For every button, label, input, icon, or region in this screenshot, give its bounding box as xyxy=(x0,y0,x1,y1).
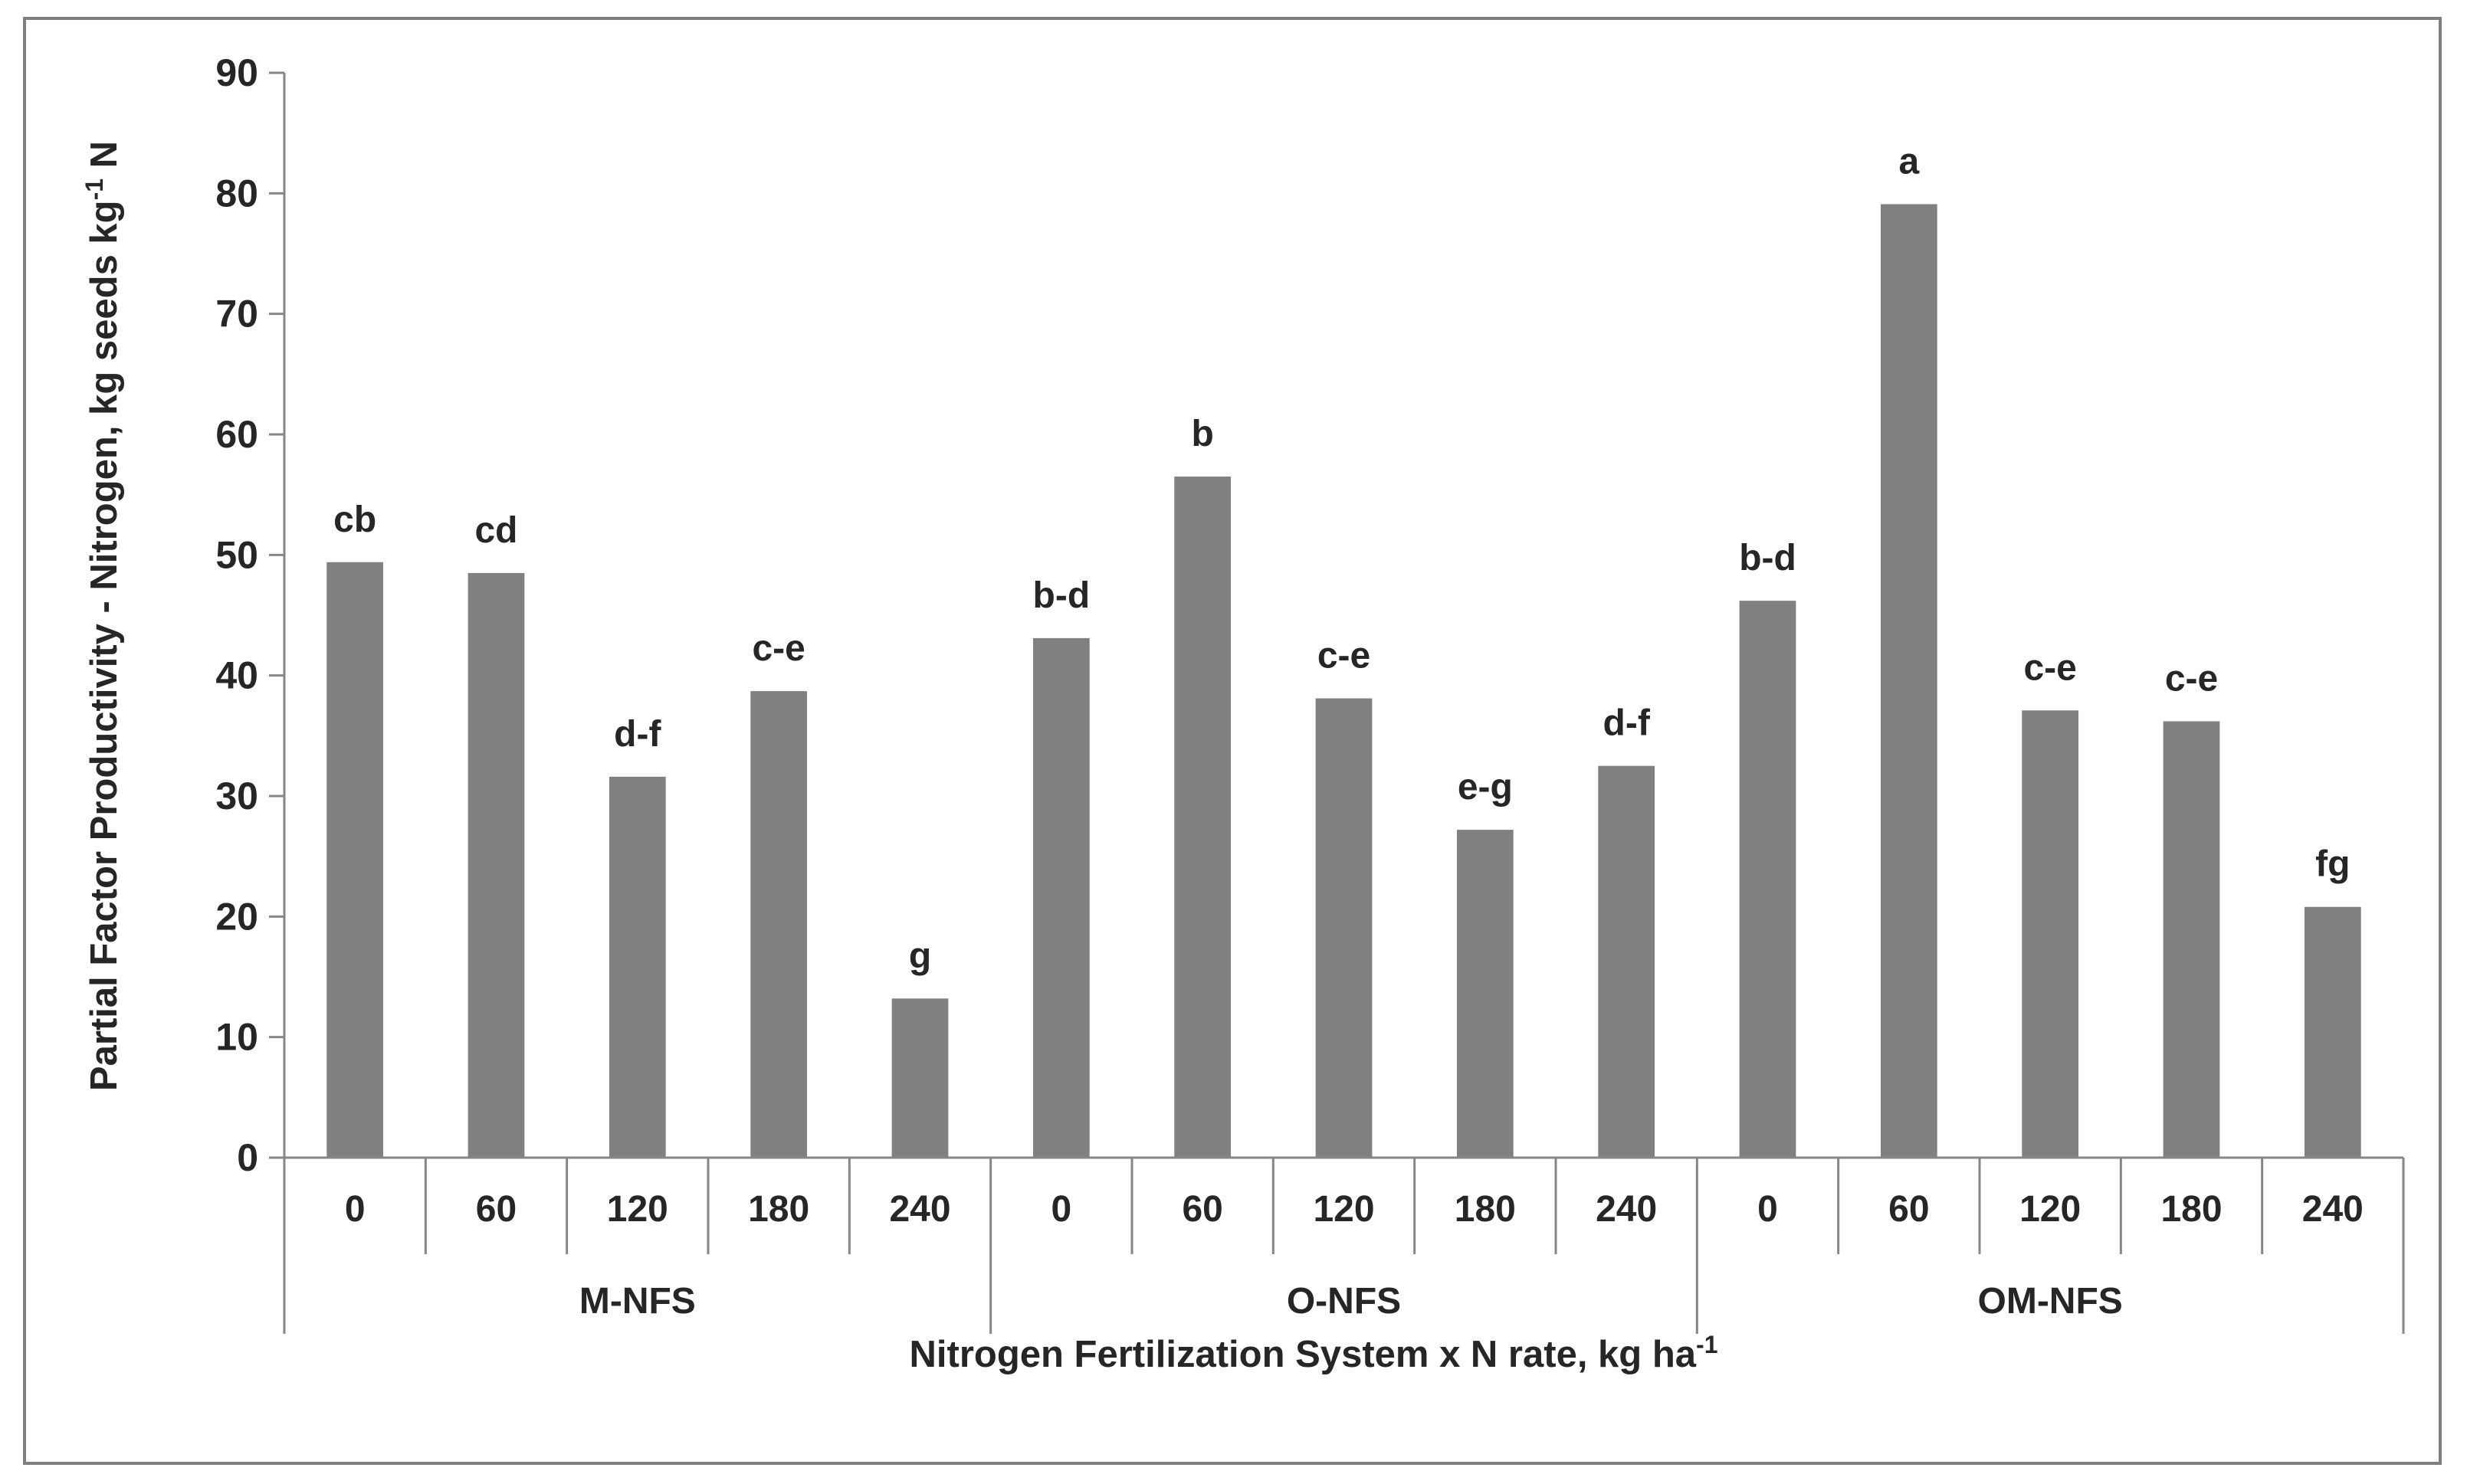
bar-significance-label: d-f xyxy=(1603,703,1651,744)
bar-significance-label: c-e xyxy=(2023,647,2076,688)
bar-chart: 0 10 20 30 40 50 60 70 80 90 cb cd d-f c-e g b-d b c-e e-… xyxy=(80,51,2405,1375)
x-axis: 0 60 120 180 240 0 60 120 180 240 0 60 120 180 240 M-NF… xyxy=(283,1156,2405,1334)
bar xyxy=(1880,204,1937,1158)
y-tick-label: 10 xyxy=(215,1016,258,1059)
bar xyxy=(2163,721,2220,1158)
bar-significance-label: cd xyxy=(474,510,517,551)
bar xyxy=(1315,698,1373,1158)
x-category-label: 120 xyxy=(2019,1189,2081,1230)
bar-significance-label: b xyxy=(1192,414,1214,454)
x-category-label: 0 xyxy=(1757,1189,1778,1230)
bar xyxy=(1739,601,1796,1158)
bar-significance-label: c-e xyxy=(2165,658,2218,699)
group-label: M-NFS xyxy=(579,1281,696,1322)
y-tick-label: 40 xyxy=(215,654,258,697)
bar-significance-label: d-f xyxy=(614,714,661,755)
bar xyxy=(2304,906,2361,1158)
bar xyxy=(609,776,666,1158)
x-category-label: 0 xyxy=(345,1189,366,1230)
x-category-label: 240 xyxy=(1596,1189,1657,1230)
bar xyxy=(2022,710,2079,1158)
bar-significance-label: c-e xyxy=(752,628,805,669)
group-label: O-NFS xyxy=(1287,1281,1401,1322)
y-tick-label: 50 xyxy=(215,533,258,576)
x-category-label: 180 xyxy=(1455,1189,1516,1230)
x-category-label: 240 xyxy=(2302,1189,2364,1230)
x-category-label: 180 xyxy=(748,1189,809,1230)
x-category-label: 60 xyxy=(1888,1189,1929,1230)
chart-frame: 0 10 20 30 40 50 60 70 80 90 cb cd d-f c-e g b-d b c-e e-… xyxy=(23,17,2442,1465)
bar-significance-label: c-e xyxy=(1317,636,1370,676)
bar xyxy=(326,562,384,1158)
x-category-label: 180 xyxy=(2160,1189,2222,1230)
bar xyxy=(467,572,525,1158)
y-tick-label: 0 xyxy=(237,1136,258,1179)
x-category-label: 0 xyxy=(1051,1189,1071,1230)
bar xyxy=(750,691,808,1158)
bars: cb cd d-f c-e g b-d b c-e e-g d-f b-d a c-e c-e fg xyxy=(326,141,2361,1158)
y-tick-label: 80 xyxy=(215,172,258,215)
y-tick-label: 60 xyxy=(215,413,258,456)
y-axis: 0 10 20 30 40 50 60 70 80 90 xyxy=(215,51,286,1179)
x-category-label: 240 xyxy=(889,1189,950,1230)
bar-significance-label: b-d xyxy=(1739,538,1796,578)
bar-significance-label: e-g xyxy=(1458,767,1513,808)
bar-significance-label: fg xyxy=(2315,844,2350,885)
x-category-label: 60 xyxy=(1182,1189,1222,1230)
bar xyxy=(1174,477,1232,1158)
x-category-label: 60 xyxy=(476,1189,517,1230)
x-category-label: 120 xyxy=(607,1189,668,1230)
bar xyxy=(1456,830,1514,1158)
y-tick-label: 90 xyxy=(215,51,258,94)
y-tick-label: 70 xyxy=(215,293,258,336)
y-axis-title: Partial Factor Productivity - Nitrogen, … xyxy=(80,141,125,1091)
bar xyxy=(1032,637,1090,1158)
x-category-label: 120 xyxy=(1313,1189,1374,1230)
bar-significance-label: g xyxy=(909,935,931,976)
x-axis-title: Nitrogen Fertilization System x N rate, … xyxy=(910,1331,1718,1375)
bar xyxy=(1598,765,1655,1158)
bar-significance-label: a xyxy=(1898,141,1919,182)
bar-significance-label: cb xyxy=(333,500,376,540)
y-tick-label: 20 xyxy=(215,895,258,938)
y-tick-label: 30 xyxy=(215,775,258,817)
group-label: OM-NFS xyxy=(1978,1281,2123,1322)
bar xyxy=(891,998,949,1158)
bar-significance-label: b-d xyxy=(1033,575,1091,616)
